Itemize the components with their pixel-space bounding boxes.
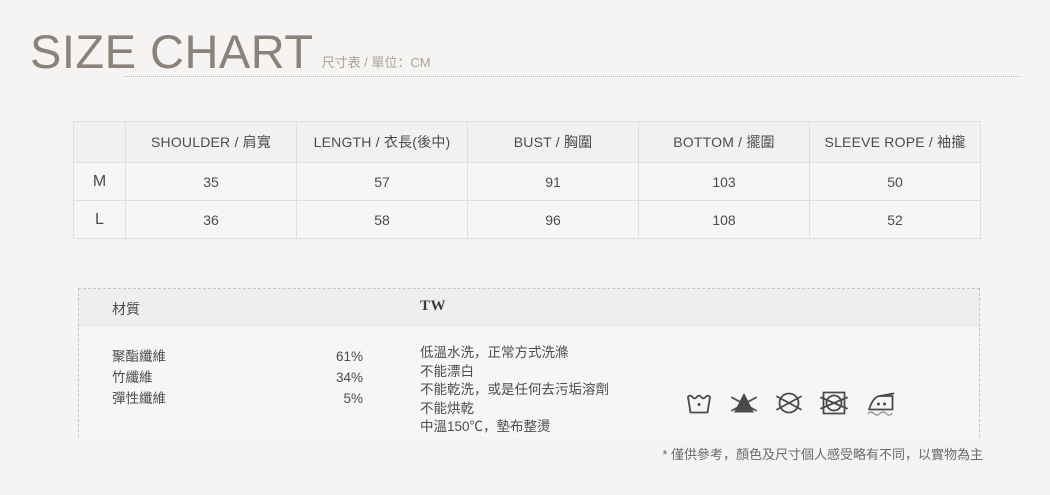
size-chart-table: SHOULDER / 肩寬 LENGTH / 衣長(後中) BUST / 胸圍 … <box>73 121 981 239</box>
do-not-dry-clean-icon <box>773 387 805 419</box>
care-instruction-bleach: 不能漂白 <box>420 363 474 379</box>
cell-l-bust: 96 <box>467 200 639 239</box>
do-not-bleach-icon <box>728 387 760 419</box>
care-symbol-row <box>683 387 899 419</box>
column-header-sleeve-rope: SLEEVE ROPE / 袖攏 <box>809 121 981 163</box>
column-header-bust: BUST / 胸圍 <box>467 121 639 163</box>
cell-l-length: 58 <box>296 200 468 239</box>
title-divider <box>125 76 1020 77</box>
disclaimer-note: * 僅供參考，顏色及尺寸個人感受略有不同，以實物為主 <box>662 447 983 462</box>
panel-body: 聚酯纖維 61% 竹纖維 34% 彈性纖維 5% 低溫水洗，正常方式洗滌 不能漂… <box>79 327 979 437</box>
size-chart-table-container: SHOULDER / 肩寬 LENGTH / 衣長(後中) BUST / 胸圍 … <box>73 121 981 239</box>
material-percent-polyester: 61% <box>335 349 363 364</box>
cell-m-bust: 91 <box>467 162 639 201</box>
care-instruction-iron: 中溫150℃，墊布整燙 <box>420 419 551 434</box>
material-name-polyester: 聚酯纖維 <box>112 349 166 364</box>
do-not-tumble-dry-icon <box>818 387 850 419</box>
table-header-row: SHOULDER / 肩寬 LENGTH / 衣長(後中) BUST / 胸圍 … <box>73 121 981 163</box>
row-header-size-l: L <box>73 200 126 239</box>
list-item: 竹纖維 34% <box>112 367 377 388</box>
care-instruction-tumble-dry: 不能烘乾 <box>420 400 474 416</box>
page-subtitle: 尺寸表 / 單位：CM <box>321 55 431 70</box>
page-header: SIZE CHART 尺寸表 / 單位：CM <box>30 26 1020 82</box>
panel-header: 材質 TW <box>79 289 979 327</box>
material-percent-bamboo: 34% <box>335 370 363 385</box>
cell-m-length: 57 <box>296 162 468 201</box>
cell-m-bottom: 103 <box>638 162 810 201</box>
column-header-shoulder: SHOULDER / 肩寬 <box>125 121 297 163</box>
cell-m-shoulder: 35 <box>125 162 297 201</box>
material-composition-list: 聚酯纖維 61% 竹纖維 34% 彈性纖維 5% <box>112 346 377 409</box>
cell-m-sleeve-rope: 50 <box>809 162 981 201</box>
table-row: L 36 58 96 108 52 <box>73 200 981 239</box>
table-corner-cell <box>73 121 126 163</box>
list-item: 彈性纖維 5% <box>112 388 377 409</box>
column-header-bottom: BOTTOM / 擺圍 <box>638 121 810 163</box>
material-name-bamboo: 竹纖維 <box>112 370 153 385</box>
iron-medium-with-cloth-icon <box>863 387 899 419</box>
row-header-size-m: M <box>73 162 126 201</box>
care-instruction-list: 低溫水洗，正常方式洗滌 不能漂白 不能乾洗，或是任何去污垢溶劑 不能烘乾 中溫1… <box>420 344 609 437</box>
cell-l-shoulder: 36 <box>125 200 297 239</box>
care-instruction-wash: 低溫水洗，正常方式洗滌 <box>420 345 569 360</box>
list-item: 聚酯纖維 61% <box>112 346 377 367</box>
cell-l-bottom: 108 <box>638 200 810 239</box>
material-heading: 材質 <box>112 301 140 317</box>
wash-low-temperature-icon <box>683 387 715 419</box>
column-header-length: LENGTH / 衣長(後中) <box>296 121 468 163</box>
table-row: M 35 57 91 103 50 <box>73 162 981 201</box>
material-percent-spandex: 5% <box>343 391 363 406</box>
page-title: SIZE CHART <box>30 25 314 78</box>
cell-l-sleeve-rope: 52 <box>809 200 981 239</box>
material-and-care-panel: 材質 TW 聚酯纖維 61% 竹纖維 34% 彈性纖維 5% 低溫水洗，正常方式… <box>78 288 980 437</box>
material-name-spandex: 彈性纖維 <box>112 391 166 406</box>
region-heading: TW <box>420 298 447 314</box>
care-instruction-dry-clean: 不能乾洗，或是任何去污垢溶劑 <box>420 382 609 397</box>
